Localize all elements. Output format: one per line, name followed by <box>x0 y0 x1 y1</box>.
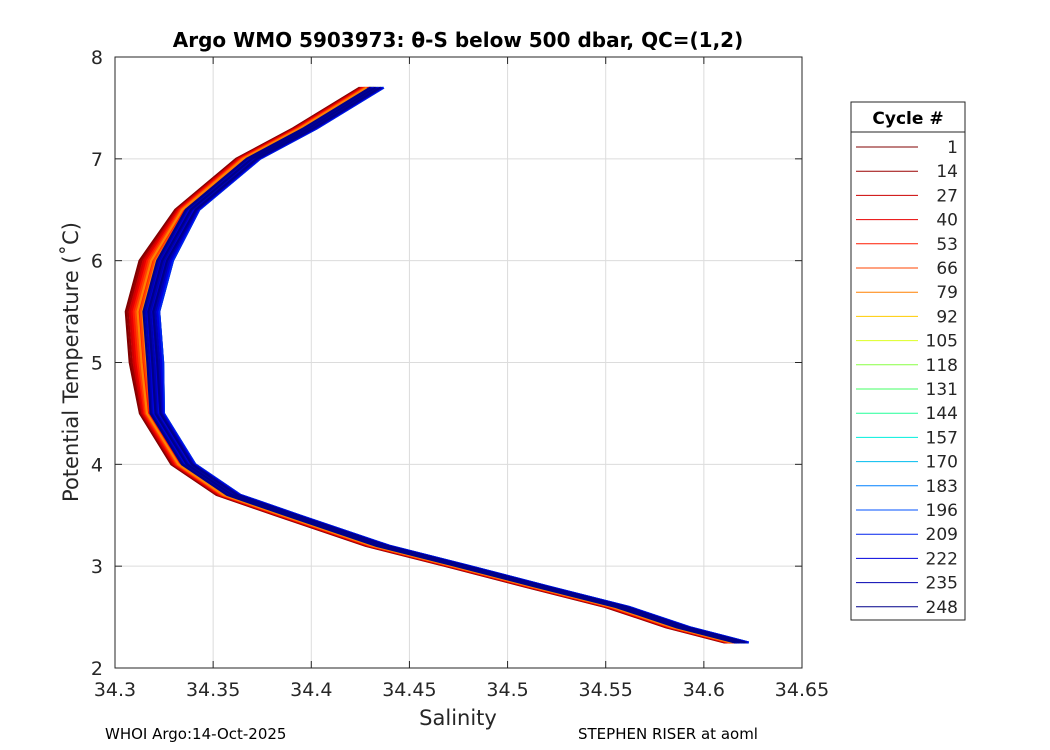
footer-date: WHOI Argo:14-Oct-2025 <box>105 725 287 743</box>
y-axis-label: Potential Temperature (˚C) <box>59 222 83 502</box>
legend-label: 131 <box>926 380 958 400</box>
cycle-profile-line-248 <box>152 86 746 644</box>
x-tick-label: 34.55 <box>579 679 633 701</box>
legend-label: 157 <box>926 428 958 448</box>
legend-label: 144 <box>926 404 958 424</box>
legend-label: 105 <box>926 332 958 352</box>
legend-label: 40 <box>936 211 958 231</box>
legend-label: 183 <box>926 477 958 497</box>
footer-credit: STEPHEN RISER at aoml <box>578 725 758 743</box>
cycle-profile-line-92 <box>158 86 750 644</box>
legend-label: 92 <box>936 307 958 327</box>
x-tick-label: 34.4 <box>290 679 332 701</box>
legend-label: 66 <box>936 259 958 279</box>
legend: Cycle # 1 14 27 40 53 66 79 92 105 118 131 144 157 17… <box>850 101 966 621</box>
y-tick-label: 8 <box>91 47 103 69</box>
y-tick-label: 5 <box>91 353 103 375</box>
x-tick-label: 34.65 <box>775 679 829 701</box>
y-tick-label: 4 <box>91 454 103 476</box>
legend-label: 79 <box>936 283 958 303</box>
cycle-profile-line-183 <box>158 86 750 644</box>
y-tick-label: 6 <box>91 251 103 273</box>
legend-label: 53 <box>936 235 958 255</box>
x-tick-label: 34.45 <box>382 679 436 701</box>
legend-label: 209 <box>926 525 958 545</box>
legend-label: 248 <box>926 598 958 618</box>
legend-label: 118 <box>926 356 958 376</box>
cycle-profile-line-196 <box>158 86 750 644</box>
x-tick-label: 34.5 <box>486 679 528 701</box>
legend-label: 196 <box>926 501 958 521</box>
cycle-profile-line-248 <box>142 86 736 644</box>
x-tick-label: 34.6 <box>683 679 725 701</box>
x-axis-label: Salinity <box>419 706 497 730</box>
y-tick-label: 7 <box>91 149 103 171</box>
legend-label: 222 <box>926 549 958 569</box>
y-tick-label: 2 <box>91 658 103 680</box>
legend-label: 14 <box>936 162 958 182</box>
cycle-profile-line-248 <box>147 86 741 644</box>
legend-label: 170 <box>926 453 958 473</box>
cycle-profile-line-209 <box>158 86 750 644</box>
legend-label: 1 <box>947 138 958 158</box>
cycle-profile-line-222 <box>156 86 748 644</box>
chart-title: Argo WMO 5903973: θ-S below 500 dbar, QC… <box>173 28 743 52</box>
legend-label: 235 <box>926 574 958 594</box>
y-tick-label: 3 <box>91 556 103 578</box>
legend-label: 27 <box>936 186 958 206</box>
x-tick-label: 34.35 <box>186 679 240 701</box>
legend-title: Cycle # <box>872 109 943 129</box>
x-tick-label: 34.3 <box>94 679 136 701</box>
